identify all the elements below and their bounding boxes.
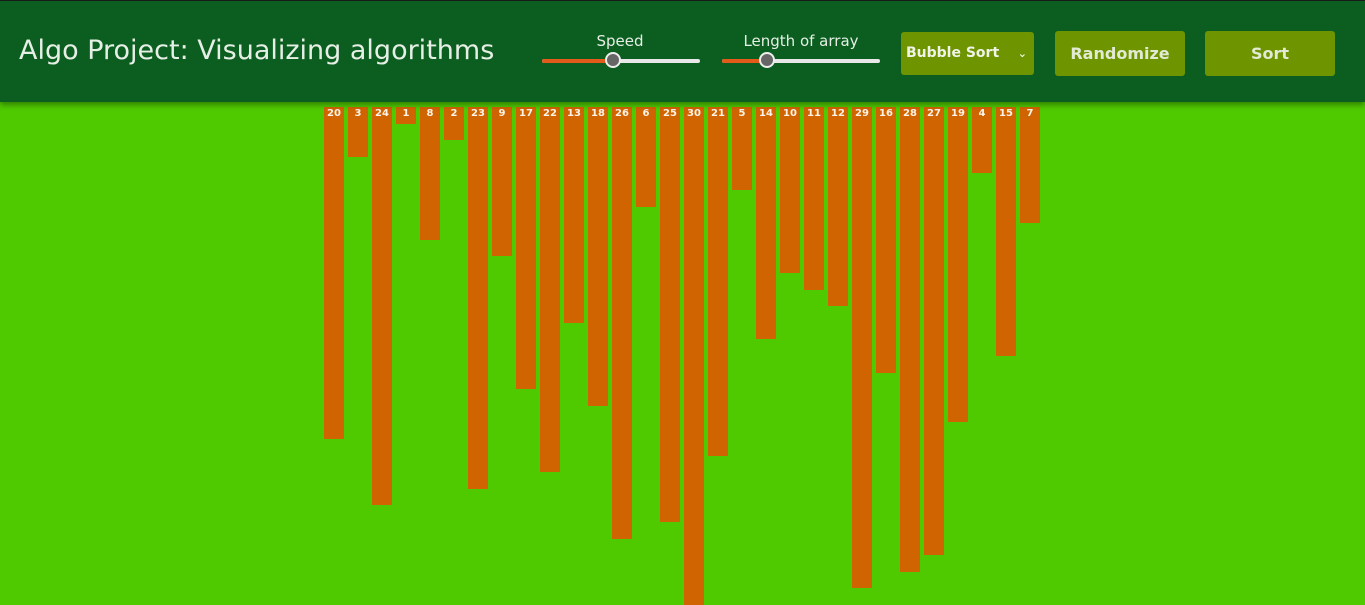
array-bar: 18	[588, 107, 608, 406]
array-bar: 14	[756, 107, 776, 340]
array-bar: 25	[660, 107, 680, 522]
array-bar: 28	[900, 107, 920, 572]
array-bar: 17	[516, 107, 536, 390]
array-bar: 15	[996, 107, 1016, 356]
array-bar: 29	[852, 107, 872, 589]
bar-label: 26	[615, 108, 629, 119]
bar-label: 25	[663, 108, 677, 119]
bar-label: 14	[759, 108, 773, 119]
array-bar: 16	[876, 107, 896, 373]
bar-label: 5	[738, 108, 746, 119]
array-bar: 20	[324, 107, 344, 439]
array-bar: 9	[492, 107, 512, 257]
bar-label: 28	[903, 108, 917, 119]
bar-label: 10	[783, 108, 797, 119]
bar-label: 21	[711, 108, 725, 119]
bar-label: 7	[1026, 108, 1034, 119]
length-label: Length of array	[743, 32, 859, 50]
bar-label: 17	[519, 108, 533, 119]
randomize-button[interactable]: Randomize	[1055, 31, 1185, 76]
bar-label: 6	[642, 108, 650, 119]
array-bar: 26	[612, 107, 632, 539]
array-bar: 24	[372, 107, 392, 506]
header: Algo Project: Visualizing algorithms Spe…	[0, 0, 1365, 102]
speed-slider[interactable]	[542, 52, 700, 69]
bar-label: 9	[498, 108, 506, 119]
array-bar: 6	[636, 107, 656, 207]
bar-label: 20	[327, 108, 341, 119]
bar-label: 16	[879, 108, 893, 119]
bar-label: 29	[855, 108, 869, 119]
bar-label: 23	[471, 108, 485, 119]
bar-label: 18	[591, 108, 605, 119]
array-bar: 1	[396, 107, 416, 124]
array-bar: 2	[444, 107, 464, 141]
array-bar: 3	[348, 107, 368, 157]
array-bar: 4	[972, 107, 992, 174]
array-bar: 5	[732, 107, 752, 190]
bar-label: 1	[402, 108, 410, 119]
bar-label: 27	[927, 108, 941, 119]
bar-label: 19	[951, 108, 965, 119]
bar-label: 11	[807, 108, 821, 119]
array-bar: 19	[948, 107, 968, 423]
bar-label: 12	[831, 108, 845, 119]
bar-label: 8	[426, 108, 434, 119]
array-bar: 13	[564, 107, 584, 323]
bar-label: 3	[354, 108, 362, 119]
length-slider[interactable]	[722, 52, 880, 69]
array-bar: 30	[684, 107, 704, 605]
bar-label: 4	[978, 108, 986, 119]
algorithm-option: Bubble Sort	[906, 45, 1000, 61]
array-bar: 10	[780, 107, 800, 273]
bar-label: 22	[543, 108, 557, 119]
array-bar: 11	[804, 107, 824, 290]
algorithm-select[interactable]: Bubble Sort ⌄	[901, 32, 1034, 75]
app-title: Algo Project: Visualizing algorithms	[19, 35, 495, 66]
array-bar: 27	[924, 107, 944, 556]
array-bar: 8	[420, 107, 440, 240]
bar-label: 30	[687, 108, 701, 119]
sort-button[interactable]: Sort	[1205, 31, 1335, 76]
array-bar: 12	[828, 107, 848, 307]
array-bar: 23	[468, 107, 488, 489]
array-bar: 22	[540, 107, 560, 473]
array-bar: 21	[708, 107, 728, 456]
array-bar: 7	[1020, 107, 1040, 224]
bar-label: 24	[375, 108, 389, 119]
speed-label: Speed	[596, 32, 644, 50]
bar-label: 13	[567, 108, 581, 119]
bar-label: 15	[999, 108, 1013, 119]
bar-label: 2	[450, 108, 458, 119]
